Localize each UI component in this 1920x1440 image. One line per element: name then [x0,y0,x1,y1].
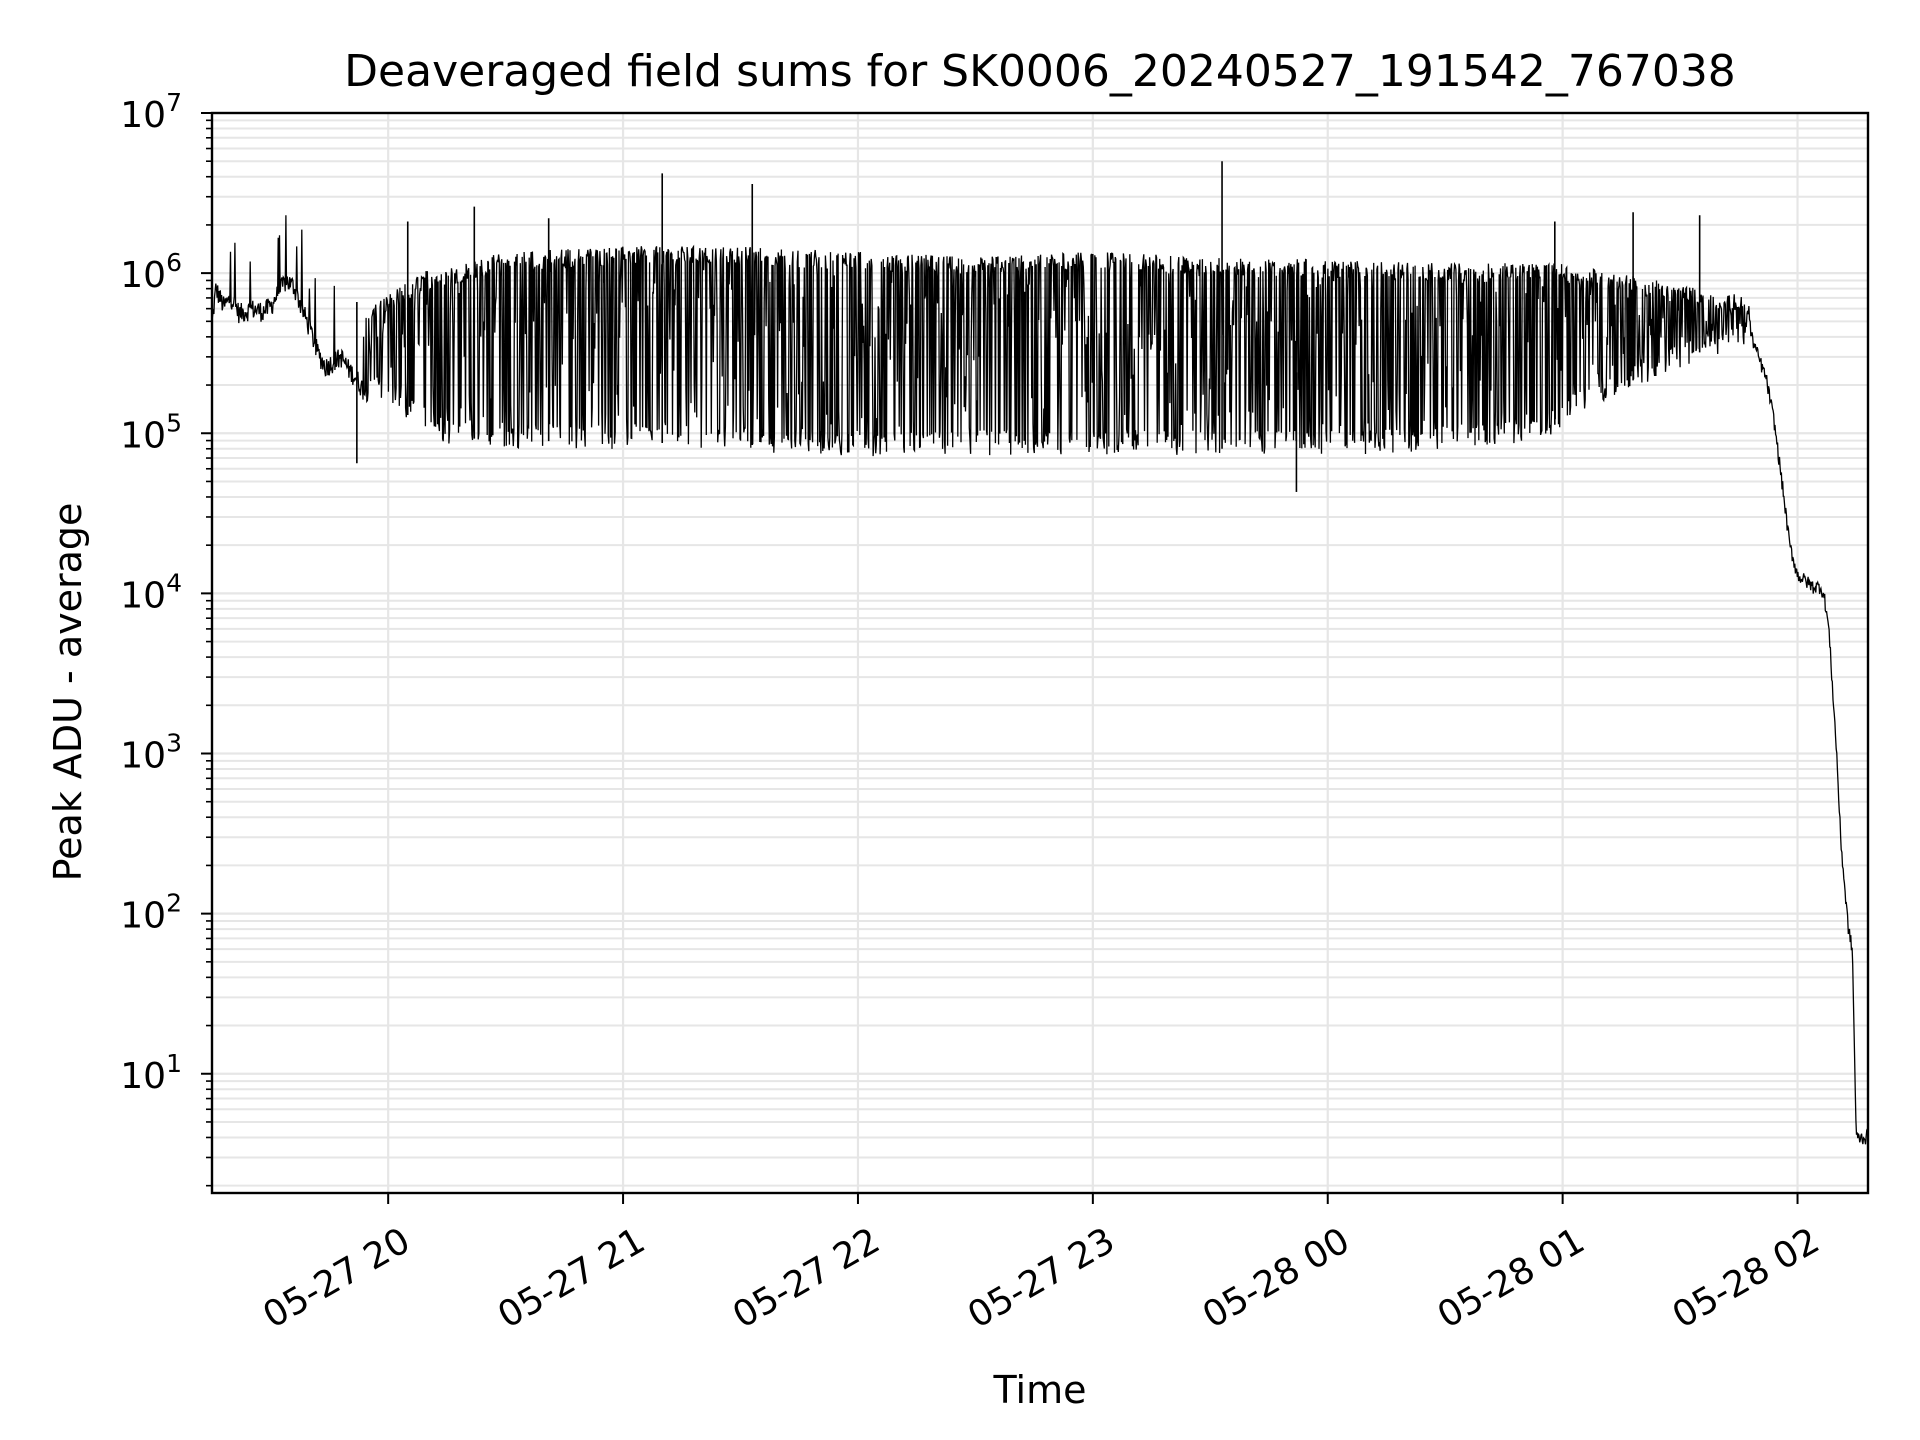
y-tick-exponent: 7 [166,88,182,117]
data-series [211,161,1869,1145]
y-tick-label: 106 [120,248,182,296]
y-tick-base: 10 [120,1056,166,1097]
y-tick-exponent: 2 [166,889,182,918]
series-trace [211,215,1869,1145]
y-tick-exponent: 4 [166,568,182,597]
plot-frame [210,111,1870,1195]
y-tick-base: 10 [120,255,166,296]
y-axis-label: Peak ADU - average [46,503,90,882]
y-tick-base: 10 [120,896,166,937]
y-tick-base: 10 [120,95,166,136]
y-tick-exponent: 1 [166,1049,182,1078]
y-tick-exponent: 3 [166,729,182,758]
y-tick-label: 104 [120,568,182,616]
y-tick-base: 10 [120,736,166,777]
y-tick-exponent: 6 [166,248,182,277]
x-axis-label: Time [993,1368,1087,1412]
y-tick-label: 103 [120,729,182,777]
y-tick-base: 10 [120,575,166,616]
y-tick-label: 107 [120,88,182,136]
y-tick-label: 105 [120,408,182,456]
y-tick-base: 10 [120,415,166,456]
y-tick-label: 101 [120,1049,182,1097]
y-tick-label: 102 [120,889,182,937]
chart-title: Deaveraged field sums for SK0006_2024052… [344,46,1736,97]
y-tick-exponent: 5 [166,408,182,437]
